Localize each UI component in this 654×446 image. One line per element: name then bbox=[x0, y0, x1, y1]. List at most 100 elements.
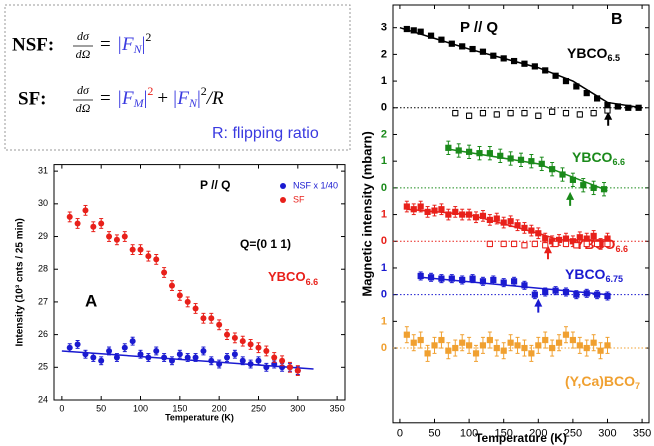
data-point bbox=[600, 186, 608, 193]
data-point bbox=[469, 45, 476, 53]
y-tick-label: 30 bbox=[38, 198, 48, 208]
superscript: 2 bbox=[145, 30, 151, 44]
data-point bbox=[562, 288, 570, 296]
data-point bbox=[410, 339, 417, 346]
data-point bbox=[271, 354, 278, 361]
data-point bbox=[500, 55, 507, 62]
data-point bbox=[635, 104, 642, 111]
data-point bbox=[573, 83, 580, 90]
data-point bbox=[569, 238, 576, 245]
data-point bbox=[510, 240, 518, 248]
data-point bbox=[542, 336, 549, 344]
x-axis-label: Temperature (K) bbox=[165, 412, 234, 422]
data-point bbox=[224, 331, 231, 338]
data-point bbox=[542, 242, 549, 249]
data-point bbox=[562, 110, 570, 117]
data-point bbox=[573, 291, 580, 298]
ratio: /R bbox=[206, 88, 224, 109]
data-point bbox=[535, 230, 542, 237]
data-point bbox=[549, 108, 556, 115]
data-point bbox=[403, 203, 410, 210]
data-point bbox=[562, 331, 570, 338]
data-point bbox=[410, 206, 417, 213]
data-point bbox=[604, 102, 611, 109]
data-point bbox=[200, 315, 207, 322]
data-point bbox=[417, 336, 424, 344]
y-tick-label: 25 bbox=[38, 362, 48, 372]
data-point bbox=[500, 240, 507, 248]
y-tick-label: 27 bbox=[38, 296, 48, 306]
data-point bbox=[476, 150, 483, 157]
series-label-sub: 6.6 bbox=[612, 157, 625, 167]
data-point bbox=[192, 354, 199, 361]
data-point bbox=[452, 344, 459, 352]
data-point bbox=[625, 104, 632, 111]
x-tick-label: 100 bbox=[460, 428, 478, 440]
data-point bbox=[507, 155, 514, 162]
data-point bbox=[500, 219, 507, 226]
data-point bbox=[192, 305, 199, 312]
data-point bbox=[153, 347, 160, 354]
data-point bbox=[286, 364, 293, 371]
data-point bbox=[452, 110, 459, 117]
data-point bbox=[569, 336, 576, 344]
chart: 0 50 100 150 200 250 300 350 24 25 26 27 28 29 30 31 Tem… bbox=[15, 164, 346, 422]
data-point bbox=[168, 282, 175, 289]
data-point bbox=[469, 275, 476, 282]
data-point bbox=[472, 350, 480, 357]
data-point bbox=[514, 342, 521, 349]
data-point bbox=[510, 57, 518, 65]
superscript: 2 bbox=[201, 84, 207, 98]
data-point bbox=[417, 203, 424, 210]
data-point bbox=[590, 184, 597, 191]
series-label-main: (Y,Ca)BCO bbox=[565, 373, 635, 389]
data-point bbox=[66, 344, 73, 351]
data-point bbox=[445, 347, 452, 354]
data-point bbox=[184, 298, 191, 305]
data-point bbox=[594, 240, 601, 248]
data-point bbox=[459, 339, 466, 346]
data-point bbox=[438, 275, 445, 282]
data-point bbox=[517, 156, 525, 163]
data-point bbox=[145, 253, 152, 260]
series-label: YBCO6.6 bbox=[268, 269, 318, 287]
x-tick-label: 300 bbox=[290, 403, 305, 413]
data-point bbox=[521, 344, 528, 352]
series-label: YBCO6.6 bbox=[575, 236, 628, 255]
term: |F bbox=[117, 34, 134, 55]
data-point bbox=[549, 344, 556, 352]
data-point bbox=[452, 208, 459, 215]
data-point bbox=[552, 72, 559, 79]
data-point bbox=[500, 279, 507, 286]
data-point bbox=[538, 160, 545, 167]
data-point bbox=[255, 357, 262, 364]
x-tick-label: 350 bbox=[330, 403, 345, 413]
data-point bbox=[562, 235, 570, 242]
x-tick-label: 200 bbox=[529, 428, 547, 440]
formula-box: NSF: dσ dΩ = |FN|2 SF: dσ dΩ = |FM|2 + |FN|2… bbox=[4, 4, 351, 151]
data-point bbox=[216, 361, 223, 368]
data-point bbox=[559, 171, 566, 178]
fraction-denominator: dΩ bbox=[76, 101, 91, 115]
fit-line bbox=[399, 26, 643, 109]
data-point bbox=[466, 342, 473, 349]
y-axis-label: Intensity (10³ cnts / 25 min) bbox=[15, 218, 26, 346]
data-point bbox=[255, 344, 262, 351]
data-point bbox=[263, 347, 270, 354]
data-point bbox=[438, 336, 445, 344]
data-point bbox=[410, 27, 417, 34]
data-point bbox=[98, 220, 105, 227]
y-tick-label: 1 bbox=[381, 208, 387, 220]
data-point bbox=[90, 354, 97, 361]
data-point bbox=[176, 351, 183, 358]
data-point bbox=[459, 276, 466, 284]
data-point bbox=[507, 218, 514, 225]
data-point bbox=[231, 351, 238, 358]
data-point bbox=[445, 144, 452, 151]
data-point bbox=[573, 242, 580, 249]
data-point bbox=[472, 214, 480, 221]
data-point bbox=[459, 211, 466, 218]
data-point bbox=[424, 208, 431, 215]
legend-marker bbox=[280, 183, 286, 189]
